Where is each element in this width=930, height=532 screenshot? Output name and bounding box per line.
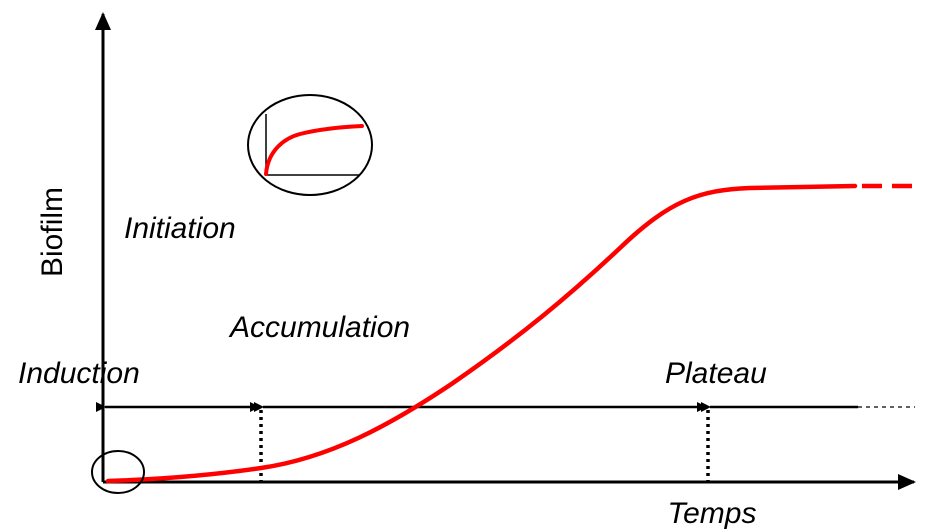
zoom-inset xyxy=(247,94,373,196)
phase-label-accumulation: Accumulation xyxy=(228,311,410,344)
y-axis-label: Biofilm xyxy=(36,187,69,277)
phase-label-plateau: Plateau xyxy=(665,357,767,390)
phase-label-initiation: Initiation xyxy=(124,212,236,245)
x-axis-label: Temps xyxy=(668,497,757,530)
growth-curve xyxy=(105,183,858,484)
zoom-inset-circle xyxy=(247,94,373,196)
zoom-inset-curve xyxy=(264,124,364,176)
phase-label-induction: Induction xyxy=(18,357,140,390)
origin-highlight-circle xyxy=(91,450,145,494)
